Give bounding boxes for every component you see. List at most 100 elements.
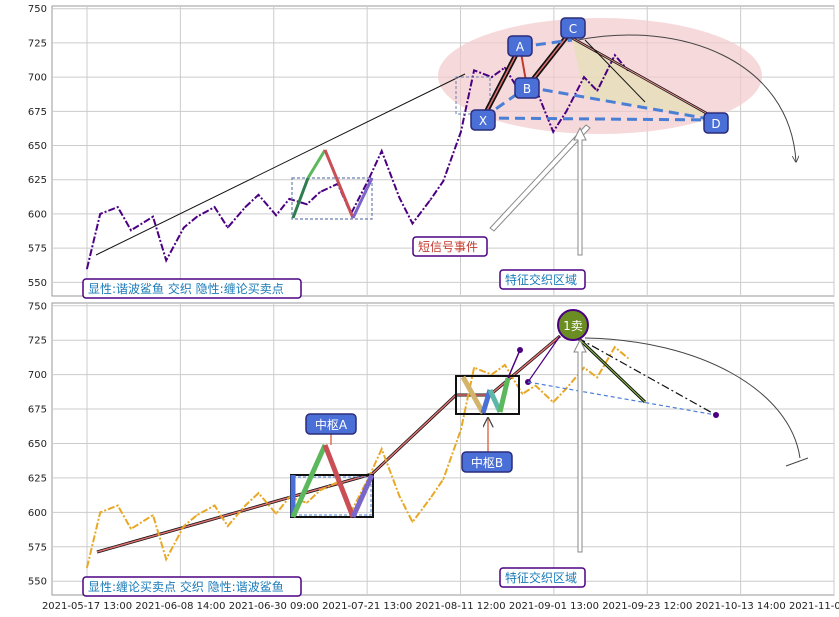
price-point [411,521,414,523]
price-point [596,376,599,379]
price-point [99,511,101,514]
pivot-b-tail-dot [517,347,523,353]
price-point [226,226,229,229]
y-tick-label: 575 [28,542,47,553]
price-point [182,226,185,229]
short-signal-text: 短信号事件 [418,240,478,254]
node-c: C [560,17,586,39]
y-tick-label: 675 [28,405,47,416]
price-point [257,193,260,196]
price-point [130,229,132,232]
x-tick-label: 2021-06-08 14:00 [135,601,225,612]
price-point [86,566,88,569]
x-tick-label: 2021-10-13 14:00 [696,601,786,612]
y-tick-label: 625 [28,473,47,484]
y-tick-label: 625 [28,175,47,186]
bottom-projection-low [527,381,717,416]
price-point [583,76,585,78]
y-tick-label: 575 [28,244,47,255]
node-b-label: B [523,82,531,96]
y-tick-label: 600 [28,209,47,220]
pivot-a-leg-3 [322,444,356,518]
price-point [534,384,537,387]
x-tick-label: 2021-09-23 12:00 [602,601,692,612]
pivot-b-leg-4 [497,377,511,413]
y-tick-label: 550 [28,577,47,588]
price-point [614,54,616,57]
price-point [398,196,401,199]
bottom-legend-text: 显性:缠论买卖点 交织 隐性:谐波鲨鱼 [88,579,284,594]
price-point [596,90,599,92]
price-point [116,206,119,208]
node-b: B [514,77,540,99]
feature-zone-box-top: 特征交织区域 [499,269,586,290]
price-point [627,357,629,359]
sell-point-marker: 1卖 [557,309,589,341]
bottom-grid [52,303,835,595]
y-tick-label: 700 [28,370,47,381]
price-point [398,495,401,497]
price-point [213,504,216,507]
pivot-leg-2 [306,149,327,179]
bottom-panel-frame [51,302,835,596]
top-y-ticks: 550 575 600 625 650 675 700 725 750 [28,4,47,289]
price-point [473,69,475,72]
node-x-label: X [479,114,487,128]
harmonic-xd [482,116,716,122]
top-trend-line [95,73,466,256]
price-point [565,110,568,113]
x-tick-label: 2021-05-17 13:00 [42,601,132,612]
y-tick-label: 650 [28,141,47,152]
short-signal-arrow [489,124,591,232]
bottom-panel: 550 575 600 625 650 675 700 725 750 1卖 [28,301,835,597]
price-point [614,346,616,348]
pivot-b-rise [527,335,561,383]
price-point [226,525,229,527]
price-point [165,259,167,262]
node-c-label: C [569,22,577,36]
price-point [460,131,462,133]
pivot-leg-3 [323,149,355,219]
price-point [130,528,132,530]
price-point [182,525,185,527]
x-tick-label: 2021-07-21 13:00 [322,601,412,612]
price-point [288,496,291,499]
x-tick-label: 2021-11-03 09:00 [789,601,839,612]
node-d: D [703,112,729,134]
price-point [380,448,383,450]
bottom-arc-cap [785,457,809,467]
pivot-b-leg-1 [460,375,486,415]
price-point [244,206,247,208]
x-tick-label: 2021-06-30 09:00 [229,601,319,612]
price-point [257,492,260,494]
pivot-a-tag-text: 中枢A [315,417,348,432]
node-a: A [507,35,533,57]
node-a-label: A [516,40,525,54]
bottom-y-ticks: 550 575 600 625 650 675 700 725 750 [28,301,47,587]
node-d-label: D [711,117,720,131]
price-point [165,558,167,560]
y-tick-label: 550 [28,278,47,289]
price-point [552,401,555,403]
y-tick-label: 700 [28,73,47,84]
x-axis-ticks: 2021-05-17 13:00 2021-06-08 14:00 2021-06-… [42,601,839,612]
short-signal-box: 短信号事件 [412,236,488,257]
y-tick-label: 750 [28,301,47,312]
price-point [411,222,414,225]
pivot-a-leg-2 [290,443,328,519]
price-point [152,514,154,516]
price-point [288,198,291,200]
price-point [319,489,321,492]
feature-zone-arrow-bottom [573,338,587,553]
price-point [473,366,475,369]
pivot-b-tail [507,349,521,379]
pivot-leg-4 [351,177,374,219]
pivot-leg-1 [291,177,310,219]
y-tick-label: 650 [28,439,47,450]
y-tick-label: 600 [28,508,47,519]
price-point [275,512,277,515]
price-line [86,345,629,568]
y-tick-label: 725 [28,336,47,347]
top-legend-text: 显性:谐波鲨鱼 交织 隐性:缠论买卖点 [88,281,284,296]
